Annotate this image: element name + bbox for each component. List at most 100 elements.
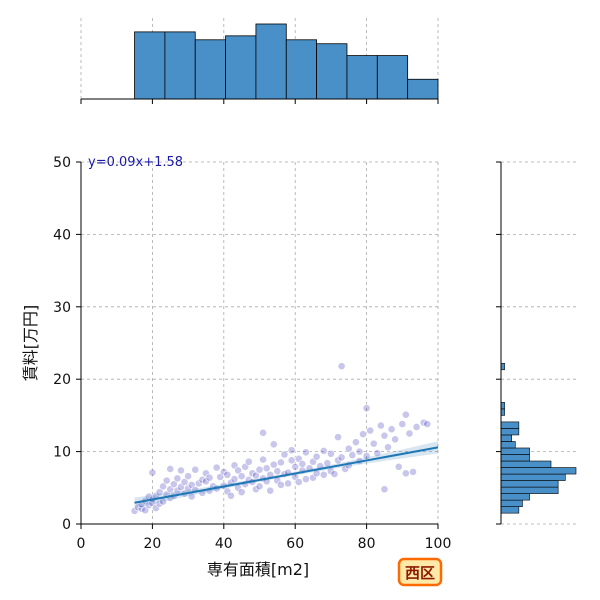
right-hist-bar bbox=[500, 486, 559, 494]
right-hist-bar bbox=[500, 428, 520, 436]
scatter-point bbox=[405, 429, 414, 438]
scatter-point bbox=[159, 482, 168, 491]
scatter-point bbox=[244, 457, 253, 466]
scatter-point bbox=[212, 463, 221, 472]
scatter-point bbox=[280, 450, 289, 459]
scatter-point bbox=[191, 465, 200, 474]
scatter-point bbox=[409, 467, 417, 476]
scatter-point bbox=[423, 420, 432, 428]
scatter-point bbox=[173, 474, 182, 483]
scatter-point bbox=[255, 465, 264, 474]
right-hist-bar bbox=[500, 402, 505, 410]
scatter-point bbox=[162, 476, 171, 485]
right-hist-bar bbox=[500, 499, 523, 507]
y-tick-label: 30 bbox=[53, 300, 71, 316]
scatter-point bbox=[266, 486, 275, 495]
scatter-point bbox=[269, 460, 278, 469]
scatter-point bbox=[273, 467, 282, 476]
scatter-point bbox=[148, 468, 157, 477]
right-hist-bar bbox=[500, 473, 566, 481]
scatter-point bbox=[326, 449, 335, 458]
scatter-point bbox=[380, 431, 389, 440]
y-axis-label: 賃料[万円] bbox=[21, 305, 40, 382]
right-hist-bar bbox=[500, 434, 513, 442]
scatter-point bbox=[252, 471, 260, 480]
top-hist-bar bbox=[255, 23, 287, 100]
top-marginal-histogram bbox=[80, 18, 439, 104]
scatter-point bbox=[302, 475, 310, 484]
scatter-point bbox=[277, 481, 285, 489]
y-tick-label: 20 bbox=[53, 372, 71, 388]
top-hist-bar bbox=[346, 55, 378, 100]
regression-equation-label: y=0.09x+1.58 bbox=[88, 155, 183, 170]
scatter-point bbox=[262, 464, 271, 473]
scatter-point bbox=[205, 473, 214, 482]
x-tick-label: 40 bbox=[215, 536, 233, 552]
scatter-point bbox=[330, 470, 339, 478]
regression bbox=[134, 441, 439, 509]
top-hist-bar bbox=[376, 55, 409, 100]
scatter-point bbox=[401, 469, 410, 478]
regression-line bbox=[134, 446, 439, 504]
scatter-point bbox=[391, 435, 400, 444]
scatter-point bbox=[337, 362, 346, 371]
x-tick-label: 100 bbox=[425, 536, 452, 552]
x-axis-label: 専有面積[m2] bbox=[207, 560, 309, 579]
scatter-point bbox=[230, 475, 239, 484]
scatter-point bbox=[398, 420, 407, 428]
x-tick-label: 0 bbox=[77, 536, 86, 552]
scatter-point bbox=[234, 466, 242, 475]
scatter-point bbox=[277, 458, 285, 467]
right-hist-bar bbox=[500, 441, 516, 449]
scatter-point bbox=[376, 421, 385, 430]
top-hist-bar bbox=[194, 39, 226, 100]
top-hist-bar bbox=[134, 31, 166, 100]
top-hist-bar bbox=[225, 35, 257, 100]
right-hist-bar bbox=[500, 362, 505, 371]
scatter-point bbox=[344, 444, 353, 453]
right-marginal-histogram bbox=[496, 161, 578, 525]
scatter-point bbox=[298, 460, 307, 468]
scatter-point bbox=[366, 426, 375, 435]
scatter-point bbox=[166, 465, 175, 473]
scatter-point bbox=[223, 470, 232, 479]
scatter-point bbox=[380, 485, 389, 494]
right-hist-bar bbox=[500, 506, 520, 514]
x-tick-label: 20 bbox=[143, 536, 161, 552]
scatter-point bbox=[155, 488, 164, 497]
right-hist-bar bbox=[500, 454, 530, 462]
scatter-point bbox=[373, 449, 382, 457]
scatter-point bbox=[269, 440, 278, 449]
scatter-point bbox=[337, 453, 346, 462]
scatter-point bbox=[259, 428, 267, 437]
scatter-point bbox=[334, 433, 342, 442]
scatter-point bbox=[394, 462, 403, 471]
scatter-point bbox=[355, 447, 364, 456]
right-hist-bar bbox=[500, 408, 505, 416]
scatter-point bbox=[387, 425, 396, 434]
main-axes: 0 20 40 60 80 100 0 10 20 30 40 50 bbox=[53, 155, 451, 552]
scatter-point bbox=[351, 438, 360, 447]
scatter-point bbox=[169, 480, 178, 489]
scatter-point bbox=[369, 439, 378, 448]
scatter-point bbox=[294, 478, 303, 486]
scatter-point bbox=[180, 478, 189, 486]
scatter-point bbox=[384, 443, 392, 452]
scatter-point bbox=[401, 410, 410, 419]
scatter-point bbox=[362, 404, 371, 413]
scatter-points bbox=[130, 362, 432, 515]
scatter-point bbox=[348, 451, 357, 460]
district-badge-label: 西区 bbox=[405, 564, 435, 582]
scatter-point bbox=[284, 479, 292, 488]
top-hist-bar bbox=[164, 31, 196, 100]
right-hist-bar bbox=[500, 493, 530, 501]
y-tick-label: 40 bbox=[53, 227, 71, 243]
right-hist-bar bbox=[500, 480, 559, 488]
scatter-point bbox=[287, 446, 296, 455]
x-tick-label: 60 bbox=[286, 536, 304, 552]
y-tick-label: 10 bbox=[53, 445, 71, 461]
scatter-point bbox=[359, 430, 367, 439]
y-tick-label: 50 bbox=[53, 155, 71, 171]
right-hist-bar bbox=[500, 460, 552, 468]
y-tick-label: 0 bbox=[62, 517, 71, 533]
